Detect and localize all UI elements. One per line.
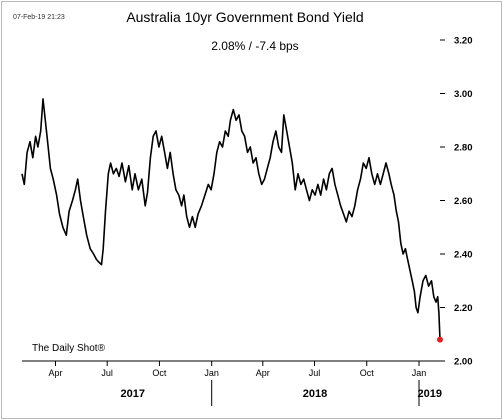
- y-tick-label: 3.20: [454, 36, 473, 47]
- year-label: 2019: [418, 388, 442, 400]
- x-tick-label: Jan: [412, 368, 427, 378]
- x-tick-label: Jul: [101, 368, 113, 378]
- timestamp: 07-Feb-19 21:23: [13, 14, 65, 21]
- y-tick-label: 2.40: [454, 250, 473, 261]
- x-tick-label: Jul: [309, 368, 321, 378]
- x-axis: Apr Jul Oct Jan Apr Jul Oct Jan 2017 2018 2019: [22, 360, 442, 406]
- chart-subtitle: 2.08% / -7.4 bps: [211, 39, 298, 53]
- series-line: [21, 98, 441, 340]
- last-point-marker: [437, 336, 443, 343]
- series-layer: [21, 98, 443, 343]
- source-label: The Daily Shot®: [32, 343, 106, 354]
- year-label: 2017: [121, 388, 145, 400]
- x-tick-label: Oct: [152, 368, 167, 378]
- y-tick-label: 2.80: [454, 143, 473, 154]
- y-tick-label: 3.00: [454, 89, 473, 100]
- chart-title: Australia 10yr Government Bond Yield: [126, 9, 363, 25]
- y-tick-label: 2.20: [454, 303, 473, 314]
- x-tick-label: Jan: [204, 368, 219, 378]
- y-tick-label: 2.60: [454, 196, 473, 207]
- y-tick-label: 2.00: [454, 357, 473, 368]
- y-axis: 2.00 2.20 2.40 2.60 2.80 3.00 3.20: [440, 36, 473, 368]
- x-tick-label: Apr: [49, 368, 63, 378]
- x-tick-label: Oct: [360, 368, 375, 378]
- year-label: 2018: [303, 388, 327, 400]
- x-tick-label: Apr: [256, 368, 270, 378]
